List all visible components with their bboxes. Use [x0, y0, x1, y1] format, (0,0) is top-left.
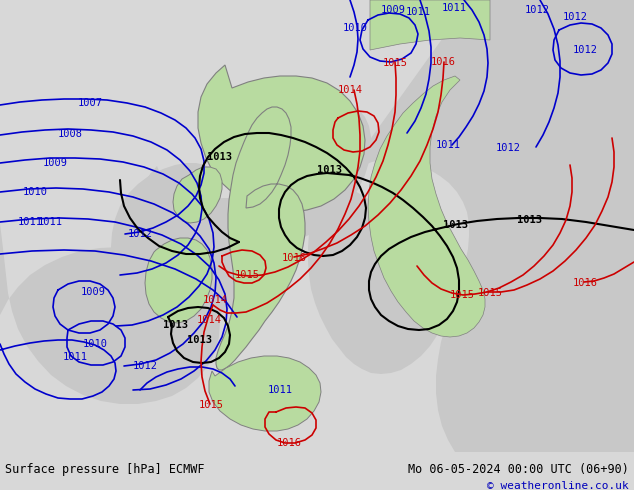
Text: 1013: 1013: [207, 152, 233, 162]
Text: 1016: 1016: [281, 253, 306, 263]
Text: 1011: 1011: [268, 385, 292, 395]
Text: 1011: 1011: [37, 217, 63, 227]
Text: 1015: 1015: [235, 270, 259, 280]
Text: 1012: 1012: [127, 229, 153, 239]
Text: 1007: 1007: [77, 98, 103, 108]
Text: 1016: 1016: [430, 57, 455, 67]
Text: 1014: 1014: [197, 315, 221, 325]
Text: 1011: 1011: [63, 352, 87, 362]
Text: 1012: 1012: [133, 361, 157, 371]
Polygon shape: [368, 76, 485, 337]
Text: 1013: 1013: [162, 320, 188, 330]
Polygon shape: [173, 167, 222, 223]
Polygon shape: [209, 356, 321, 431]
Text: 1010: 1010: [82, 339, 108, 349]
Polygon shape: [111, 163, 281, 320]
Text: 1011: 1011: [406, 7, 430, 17]
Text: 1009: 1009: [42, 158, 67, 168]
Text: 1011: 1011: [436, 140, 460, 150]
Text: 1014: 1014: [202, 295, 228, 305]
Text: 1011: 1011: [18, 217, 42, 227]
Text: 1012: 1012: [524, 5, 550, 15]
Text: 1013: 1013: [444, 220, 469, 230]
Text: 1015: 1015: [477, 288, 503, 298]
Text: 1015: 1015: [382, 58, 408, 68]
Polygon shape: [216, 107, 305, 370]
Text: Surface pressure [hPa] ECMWF: Surface pressure [hPa] ECMWF: [5, 463, 205, 476]
Text: 1010: 1010: [22, 187, 48, 197]
Text: 1016: 1016: [276, 438, 302, 448]
Polygon shape: [0, 224, 220, 452]
Text: 1011: 1011: [441, 3, 467, 13]
Text: 1009: 1009: [380, 5, 406, 15]
Text: 1013: 1013: [318, 165, 342, 175]
Text: 1012: 1012: [562, 12, 588, 22]
Polygon shape: [145, 238, 212, 323]
Text: 1010: 1010: [342, 23, 368, 33]
Text: © weatheronline.co.uk: © weatheronline.co.uk: [488, 481, 629, 490]
Text: Mo 06-05-2024 00:00 UTC (06+90): Mo 06-05-2024 00:00 UTC (06+90): [408, 463, 629, 476]
Polygon shape: [240, 103, 371, 244]
Text: 1009: 1009: [81, 287, 105, 297]
Polygon shape: [198, 65, 365, 212]
Text: 1013: 1013: [188, 335, 212, 345]
Polygon shape: [298, 0, 634, 452]
Text: 1012: 1012: [496, 143, 521, 153]
Text: 1012: 1012: [573, 45, 597, 55]
Text: 1013: 1013: [517, 215, 543, 225]
Text: 1014: 1014: [337, 85, 363, 95]
Polygon shape: [370, 0, 490, 50]
Text: 1015: 1015: [198, 400, 224, 410]
Text: 1008: 1008: [58, 129, 82, 139]
Text: 1015: 1015: [450, 290, 474, 300]
Text: 1016: 1016: [573, 278, 597, 288]
